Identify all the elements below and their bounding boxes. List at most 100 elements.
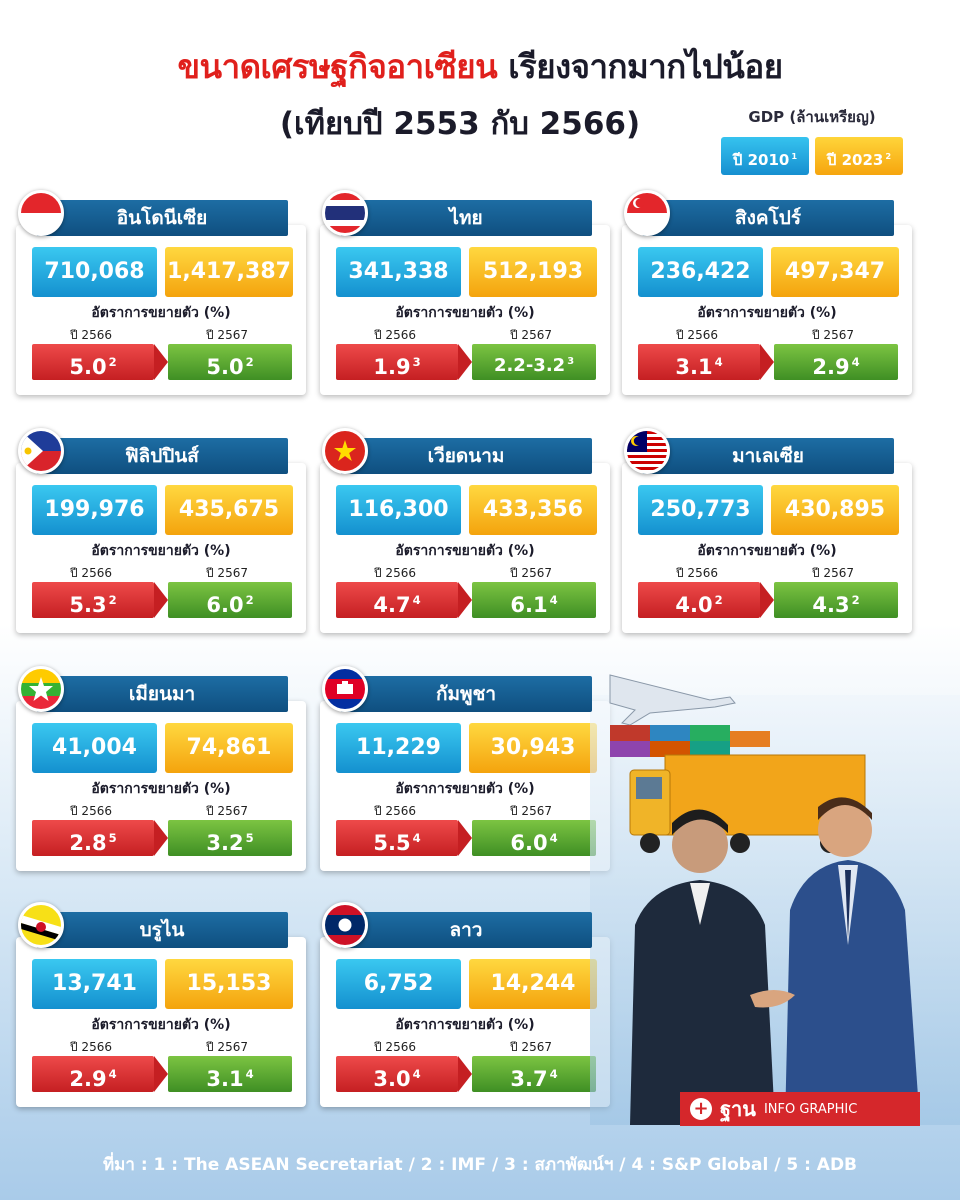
- gdp-2023-value: 435,675: [165, 485, 293, 535]
- arrow-icon: [458, 344, 472, 380]
- country-card-vietnam: เวียดนาม 116,300 433,356 อัตราการขยายตัว…: [320, 428, 610, 633]
- growth-2567-value: 2.2-3.2 3: [472, 344, 596, 380]
- growth-2567-value: 3.7 4: [472, 1056, 596, 1092]
- country-name: เมียนมา: [36, 676, 288, 712]
- year-2566-label: ปี 2566: [70, 1040, 112, 1054]
- handshake-icon: [750, 990, 795, 1008]
- growth-label: อัตราการขยายตัว (%): [91, 781, 231, 797]
- year-2567-label: ปี 2567: [206, 328, 248, 342]
- myanmar-flag-icon: [18, 666, 64, 712]
- year-2567-label: ปี 2567: [510, 804, 552, 818]
- growth-label: อัตราการขยายตัว (%): [395, 781, 535, 797]
- gdp-2023-value: 15,153: [165, 959, 293, 1009]
- growth-label: อัตราการขยายตัว (%): [91, 543, 231, 559]
- vietnam-flag-icon: [322, 428, 368, 474]
- country-card-singapore: สิงคโปร์ 236,422 497,347 อัตราการขยายตัว…: [622, 190, 912, 395]
- country-card-cambodia: กัมพูชา 11,229 30,943 อัตราการขยายตัว (%…: [320, 666, 610, 871]
- container-stack-icon: [610, 725, 770, 757]
- growth-2567-value: 5.0 2: [168, 344, 292, 380]
- country-card-myanmar: เมียนมา 41,004 74,861 อัตราการขยายตัว (%…: [16, 666, 306, 871]
- country-card-malaysia: มาเลเซีย 250,773 430,895 อัตราการขยายตัว…: [622, 428, 912, 633]
- year-2566-label: ปี 2566: [676, 566, 718, 580]
- growth-label: อัตราการขยายตัว (%): [91, 1017, 231, 1033]
- year-2567-label: ปี 2567: [206, 804, 248, 818]
- arrow-icon: [458, 582, 472, 618]
- year-2566-label: ปี 2566: [374, 804, 416, 818]
- title-line-1: ขนาดเศรษฐกิจอาเซียน เรียงจากมากไปน้อย: [0, 40, 960, 93]
- year-2567-label: ปี 2567: [206, 1040, 248, 1054]
- gdp-2010-value: 11,229: [336, 723, 461, 773]
- gdp-2023-value: 512,193: [469, 247, 597, 297]
- growth-2566-value: 4.7 4: [336, 582, 458, 618]
- laos-flag-icon: [322, 902, 368, 948]
- year-2566-label: ปี 2566: [70, 566, 112, 580]
- arrow-icon: [154, 1056, 168, 1092]
- malaysia-flag-icon: [624, 428, 670, 474]
- year-2566-label: ปี 2566: [70, 804, 112, 818]
- gdp-2010-value: 13,741: [32, 959, 157, 1009]
- title-line-2: (เทียบปี 2553 กับ 2566): [279, 106, 641, 142]
- country-card-laos: ลาว 6,752 14,244 อัตราการขยายตัว (%) ปี …: [320, 902, 610, 1107]
- year-2566-label: ปี 2566: [374, 566, 416, 580]
- brand-cross-icon: +: [690, 1098, 712, 1120]
- country-card-brunei: บรูไน 13,741 15,153 อัตราการขยายตัว (%) …: [16, 902, 306, 1107]
- growth-2567-value: 4.3 2: [774, 582, 898, 618]
- year-2567-label: ปี 2567: [510, 1040, 552, 1054]
- year-2567-label: ปี 2567: [510, 566, 552, 580]
- growth-2567-value: 3.1 4: [168, 1056, 292, 1092]
- growth-2566-value: 4.0 2: [638, 582, 760, 618]
- gdp-2010-value: 710,068: [32, 247, 157, 297]
- brand-subtitle: INFO GRAPHIC: [763, 1101, 858, 1117]
- arrow-icon: [154, 820, 168, 856]
- gdp-2023-value: 1,417,387: [165, 247, 293, 297]
- country-name: อินโดนีเซีย: [36, 200, 288, 236]
- indonesia-flag-icon: [18, 190, 64, 236]
- legend-2023: ปี 2023 2: [815, 137, 903, 175]
- country-name: มาเลเซีย: [642, 438, 894, 474]
- growth-label: อัตราการขยายตัว (%): [91, 305, 231, 321]
- growth-2566-value: 2.9 4: [32, 1056, 154, 1092]
- business-handshake-illustration: [590, 655, 960, 1125]
- arrow-icon: [458, 1056, 472, 1092]
- growth-2567-value: 2.9 4: [774, 344, 898, 380]
- growth-2567-value: 6.0 2: [168, 582, 292, 618]
- year-2567-label: ปี 2567: [206, 566, 248, 580]
- growth-2566-value: 5.0 2: [32, 344, 154, 380]
- country-name: ลาว: [340, 912, 592, 948]
- gdp-2023-value: 497,347: [771, 247, 899, 297]
- country-card-thailand: ไทย 341,338 512,193 อัตราการขยายตัว (%) …: [320, 190, 610, 395]
- businessman-left-icon: [630, 809, 775, 1125]
- growth-label: อัตราการขยายตัว (%): [395, 543, 535, 559]
- year-2566-label: ปี 2566: [70, 328, 112, 342]
- gdp-2023-value: 14,244: [469, 959, 597, 1009]
- gdp-legend-label: GDP (ล้านเหรียญ): [748, 108, 876, 126]
- country-card-indonesia: อินโดนีเซีย 710,068 1,417,387 อัตราการขย…: [16, 190, 306, 395]
- year-2566-label: ปี 2566: [374, 1040, 416, 1054]
- airplane-icon: [609, 674, 736, 726]
- country-name: บรูไน: [36, 912, 288, 948]
- country-name: ฟิลิปปินส์: [36, 438, 288, 474]
- country-name: ไทย: [340, 200, 592, 236]
- source-footnote: ที่มา : 1 : The ASEAN Secretariat / 2 : …: [102, 1155, 858, 1175]
- growth-2566-value: 3.0 4: [336, 1056, 458, 1092]
- growth-2567-value: 6.0 4: [472, 820, 596, 856]
- gdp-2023-value: 30,943: [469, 723, 597, 773]
- country-name: สิงคโปร์: [642, 200, 894, 236]
- year-2567-label: ปี 2567: [812, 566, 854, 580]
- growth-2566-value: 3.1 4: [638, 344, 760, 380]
- gdp-2010-value: 199,976: [32, 485, 157, 535]
- year-2566-label: ปี 2566: [374, 328, 416, 342]
- title-part-1: ขนาดเศรษฐกิจอาเซียน: [177, 47, 498, 86]
- arrow-icon: [154, 344, 168, 380]
- growth-2566-value: 2.8 5: [32, 820, 154, 856]
- brand-logo: + ฐาน INFO GRAPHIC: [680, 1092, 920, 1126]
- growth-label: อัตราการขยายตัว (%): [395, 1017, 535, 1033]
- growth-label: อัตราการขยายตัว (%): [697, 543, 837, 559]
- thailand-flag-icon: [322, 190, 368, 236]
- country-name: เวียดนาม: [340, 438, 592, 474]
- gdp-2010-value: 6,752: [336, 959, 461, 1009]
- year-2566-label: ปี 2566: [676, 328, 718, 342]
- gdp-legend: GDP (ล้านเหรียญ) ปี 2010 1 ปี 2023 2: [712, 105, 912, 175]
- growth-2567-value: 3.2 5: [168, 820, 292, 856]
- growth-label: อัตราการขยายตัว (%): [697, 305, 837, 321]
